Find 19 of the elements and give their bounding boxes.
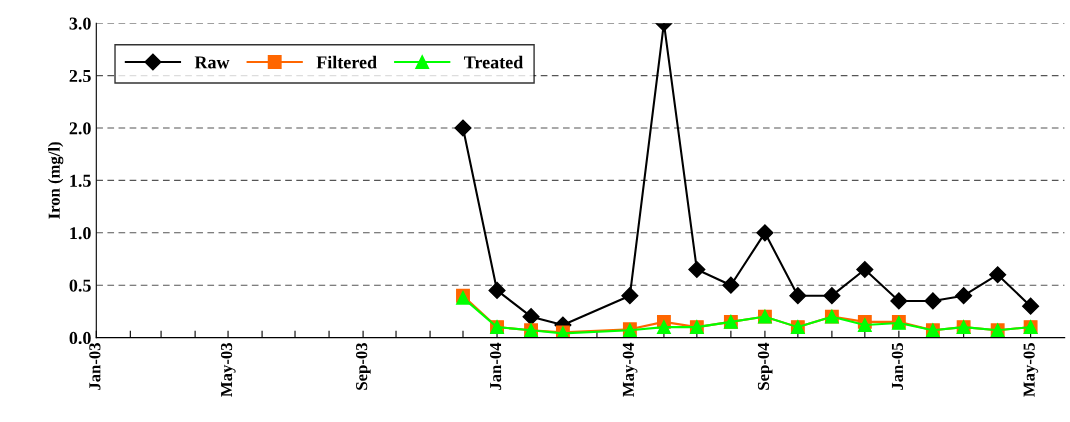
y-axis-title: Iron (mg/l) [48, 142, 64, 219]
x-tick-label: May-04 [622, 342, 638, 397]
y-tick-label: 0.5 [69, 279, 91, 292]
y-tick-label: 3.0 [69, 17, 91, 30]
x-tick-label: Jan-03 [89, 343, 101, 390]
x-tick-label: May-03 [220, 343, 236, 397]
legend-label: Filtered [316, 55, 377, 69]
legend-label: Raw [194, 56, 230, 69]
y-tick-label: 0.0 [69, 331, 91, 345]
x-tick-label: May-05 [1023, 343, 1039, 397]
y-tick-label: 1.0 [70, 227, 91, 240]
legend-label: Treated [464, 55, 524, 69]
x-tick-label: Sep-03 [356, 343, 371, 390]
y-tick-label: 2.0 [69, 122, 91, 135]
y-tick-label: 2.5 [69, 69, 91, 83]
x-tick-label: Jan-04 [489, 342, 502, 390]
x-tick-label: Jan-05 [891, 343, 904, 390]
y-tick-label: 1.5 [70, 174, 91, 187]
x-tick-label: Sep-04 [757, 342, 773, 390]
